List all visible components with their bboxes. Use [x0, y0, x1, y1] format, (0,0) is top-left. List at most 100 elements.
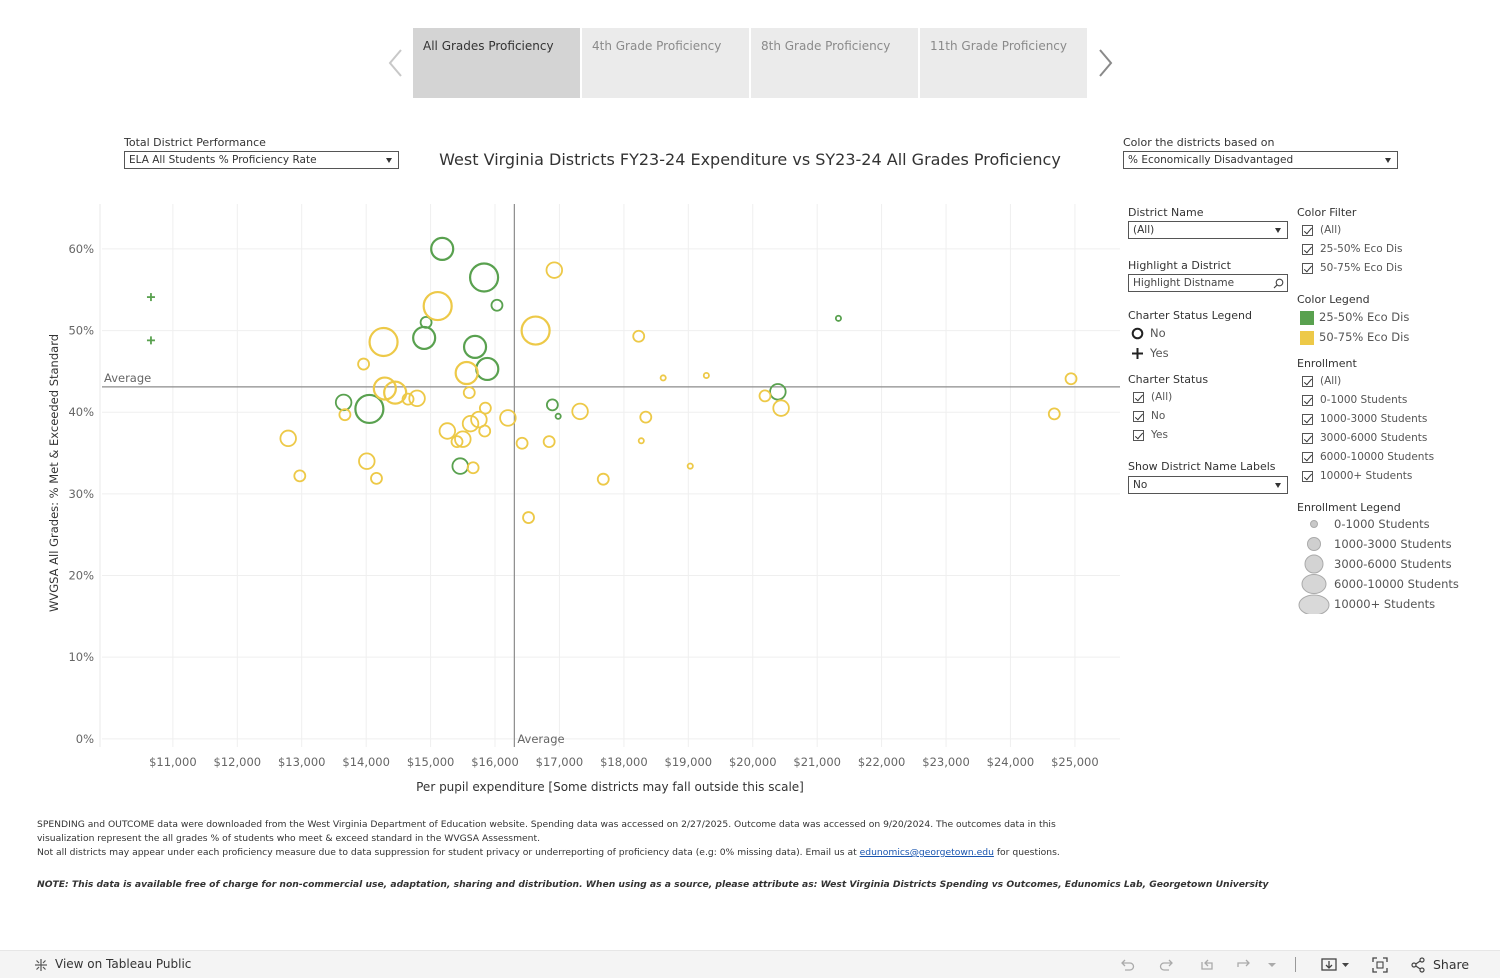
color-legend-item: 50-75% Eco Dis	[1300, 330, 1490, 348]
district-point	[372, 376, 397, 401]
district-point	[639, 410, 653, 424]
next-tab-arrow-icon[interactable]	[1096, 46, 1116, 80]
x-tick-label: $19,000	[665, 755, 713, 769]
district-point	[834, 314, 842, 322]
y-tick-label: 10%	[68, 650, 94, 664]
checkbox-checked-icon	[1302, 263, 1313, 274]
x-tick-label: $14,000	[342, 755, 390, 769]
enrollment-1000-3000-checkbox[interactable]: 1000-3000 Students	[1302, 413, 1492, 429]
chevron-down-icon	[1275, 483, 1281, 488]
share-icon	[1411, 957, 1425, 973]
district-point	[370, 471, 383, 485]
refresh-icon[interactable]	[1236, 957, 1252, 973]
checkbox-label: 3000-6000 Students	[1320, 432, 1428, 444]
enrollment-6000-10000-checkbox[interactable]: 6000-10000 Students	[1302, 451, 1492, 467]
tab-4th-grade-proficiency[interactable]: 4th Grade Proficiency	[582, 28, 749, 98]
district-point	[451, 457, 469, 475]
district-point	[468, 262, 500, 293]
suppression-note-tail: for questions.	[993, 847, 1060, 858]
undo-icon[interactable]	[1119, 957, 1135, 973]
district-point	[450, 435, 464, 449]
revert-icon[interactable]	[1199, 957, 1215, 973]
district-point	[554, 412, 562, 420]
enrollment-all-checkbox[interactable]: (All)	[1302, 375, 1492, 391]
district-point	[454, 430, 472, 448]
color-legend-text: 50-75% Eco Dis	[1319, 330, 1410, 344]
district-name-dropdown-value: (All)	[1133, 224, 1155, 236]
y-tick-label: 20%	[68, 569, 94, 583]
y-tick-label: 0%	[76, 732, 94, 746]
previous-tab-arrow-icon[interactable]	[386, 46, 406, 80]
district-point	[401, 392, 415, 406]
performance-dropdown[interactable]: ELA All Students % Proficiency Rate	[124, 151, 399, 169]
refresh-menu-chevron-icon[interactable]	[1264, 957, 1280, 973]
district-point	[470, 410, 488, 429]
color-swatch	[1300, 331, 1314, 345]
district-point	[279, 429, 297, 448]
x-tick-label: $25,000	[1051, 755, 1099, 769]
x-tick-label: $20,000	[729, 755, 777, 769]
email-link[interactable]: edunomics@georgetown.edu	[859, 847, 994, 858]
data-points	[146, 236, 1078, 524]
performance-label: Total District Performance	[124, 136, 266, 149]
download-icon[interactable]	[1321, 957, 1351, 973]
tab-11th-grade-proficiency[interactable]: 11th Grade Proficiency	[920, 28, 1087, 98]
share-button[interactable]: Share	[1410, 956, 1480, 974]
size-marker-10000-plus	[1298, 594, 1330, 614]
district-point	[596, 472, 610, 486]
highlight-district-input[interactable]: Highlight Distname	[1128, 274, 1288, 292]
enrollment-legend-item: 0-1000 Students	[1334, 517, 1494, 535]
charter-legend-label: Charter Status Legend	[1128, 309, 1252, 322]
x-tick-label: $13,000	[278, 755, 326, 769]
charter-status-label: Charter Status	[1128, 373, 1209, 386]
show-labels-dropdown[interactable]: No	[1128, 476, 1288, 494]
enrollment-size-legend-markers	[1298, 520, 1330, 614]
district-point	[522, 511, 535, 524]
color-filter-25-50-checkbox[interactable]: 25-50% Eco Dis	[1302, 243, 1492, 259]
district-point	[438, 422, 457, 440]
color-filter-50-75-checkbox[interactable]: 50-75% Eco Dis	[1302, 262, 1492, 278]
charter-status-all-checkbox[interactable]: (All)	[1133, 391, 1273, 407]
district-point	[632, 329, 646, 343]
enrollment-legend-item: 3000-6000 Students	[1334, 557, 1494, 575]
charter-legend-yes: Yes	[1130, 346, 1270, 364]
fullscreen-icon[interactable]	[1372, 957, 1388, 973]
y-tick-label: 30%	[68, 487, 94, 501]
enrollment-legend-text: 1000-3000 Students	[1334, 537, 1452, 551]
district-point	[408, 389, 426, 408]
district-point	[334, 393, 353, 412]
highlight-district-label: Highlight a District	[1128, 259, 1231, 272]
checkbox-label: Yes	[1151, 429, 1168, 441]
district-point	[454, 360, 479, 386]
district-point	[1047, 407, 1061, 421]
district-point	[478, 424, 492, 438]
tab-8th-grade-proficiency[interactable]: 8th Grade Proficiency	[751, 28, 918, 98]
district-point	[412, 325, 437, 351]
charter-status-no-checkbox[interactable]: No	[1133, 410, 1273, 426]
enrollment-3000-6000-checkbox[interactable]: 3000-6000 Students	[1302, 432, 1492, 448]
district-point	[1064, 372, 1078, 386]
enrollment-0-1000-checkbox[interactable]: 0-1000 Students	[1302, 394, 1492, 410]
checkbox-label: 1000-3000 Students	[1320, 413, 1428, 425]
size-marker-0-1000	[1310, 520, 1318, 528]
district-point	[772, 399, 790, 417]
enrollment-legend-item: 10000+ Students	[1334, 597, 1494, 615]
x-tick-label: $22,000	[858, 755, 906, 769]
color-filter-all-checkbox[interactable]: (All)	[1302, 224, 1492, 240]
x-tick-label: $21,000	[793, 755, 841, 769]
color-by-dropdown[interactable]: % Economically Disadvantaged	[1123, 151, 1398, 169]
color-by-dropdown-value: % Economically Disadvantaged	[1128, 154, 1294, 166]
charter-status-yes-checkbox[interactable]: Yes	[1133, 429, 1273, 445]
tab-all-grades-proficiency[interactable]: All Grades Proficiency	[413, 28, 580, 98]
redo-icon[interactable]	[1159, 957, 1175, 973]
chevron-down-icon	[386, 158, 392, 163]
district-name-dropdown[interactable]: (All)	[1128, 221, 1288, 239]
checkbox-label: No	[1151, 410, 1166, 422]
checkbox-label: (All)	[1151, 391, 1173, 403]
district-point	[545, 398, 559, 412]
view-on-tableau-public-link[interactable]: View on Tableau Public	[33, 956, 233, 974]
data-source-note: SPENDING and OUTCOME data were downloade…	[37, 819, 1056, 844]
bottom-toolbar: View on Tableau Public Share	[0, 950, 1500, 978]
chevron-down-icon	[1385, 158, 1391, 163]
enrollment-10000-plus-checkbox[interactable]: 10000+ Students	[1302, 470, 1492, 486]
